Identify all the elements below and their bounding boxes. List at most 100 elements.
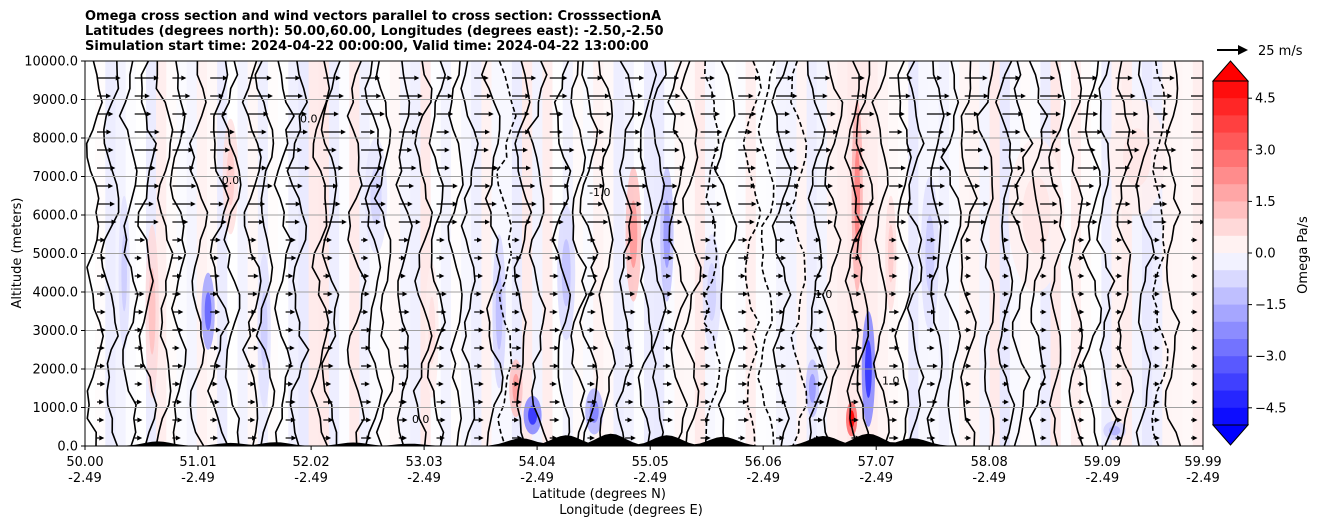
wind-vector-head <box>214 399 220 405</box>
wind-vector-head <box>781 255 787 261</box>
wind-vector-head <box>328 309 334 315</box>
wind-vector-head <box>644 219 650 225</box>
wind-vector-head <box>1079 255 1085 261</box>
y-axis: 0.0 1000.0 2000.0 3000.0 4000.0 5000.0 6000.0 7… <box>24 55 85 455</box>
wind-vector-head <box>326 237 332 243</box>
wind-vector-head <box>441 327 447 333</box>
wind-vector-head <box>638 111 643 117</box>
colorbar-segment <box>1213 304 1248 323</box>
wind-vector-head <box>627 255 633 261</box>
wind-vector-head <box>907 147 913 153</box>
contour-line-negative <box>702 61 721 446</box>
wind-vector-head <box>590 237 596 243</box>
wind-vector-head <box>668 237 674 243</box>
wind-vector-head <box>741 309 747 315</box>
wind-vector-head <box>743 291 748 297</box>
wind-vector-head <box>1154 273 1160 279</box>
wind-vector-head <box>1003 327 1009 333</box>
wind-vector-head <box>1117 237 1123 243</box>
wind-vector-head <box>252 435 258 441</box>
wind-vector-head <box>400 273 406 279</box>
wind-vector-head <box>589 327 595 333</box>
wind-vector-head <box>251 363 256 369</box>
wind-vector-head <box>897 129 903 135</box>
wind-vector-head <box>553 363 559 369</box>
wind-vector-head <box>862 93 868 99</box>
contour-label: 1.0 <box>815 288 833 301</box>
wind-vector-head <box>137 399 142 405</box>
wind-vector-head <box>1079 237 1085 243</box>
wind-vector-head <box>1117 309 1123 315</box>
wind-vector-head <box>636 201 642 207</box>
wind-vector-head <box>743 327 749 333</box>
wind-vector-head <box>479 309 485 315</box>
wind-vector-head <box>1003 273 1009 279</box>
wind-vector-head <box>1205 166 1210 171</box>
wind-vector-head <box>1125 165 1130 171</box>
wind-vector-head <box>153 147 159 153</box>
wind-vector-head <box>409 183 414 189</box>
wind-vector-head <box>668 399 674 405</box>
wind-vector-head <box>1041 273 1047 279</box>
wind-vector-head <box>1117 291 1123 297</box>
wind-vector-head <box>1154 327 1160 333</box>
wind-vector-head <box>628 399 634 405</box>
x-tick-label-lat: 50.00 <box>66 455 103 470</box>
wind-vector-head <box>630 435 636 441</box>
wind-vector-head <box>333 111 339 117</box>
wind-vector-head <box>1127 219 1133 225</box>
wind-vector-head <box>478 399 484 405</box>
wind-vector-head <box>1055 111 1061 117</box>
wind-vector-head <box>1154 363 1160 369</box>
wind-vector-head <box>563 201 569 207</box>
wind-vector-head <box>630 291 636 297</box>
wind-vector-head <box>944 219 950 225</box>
wind-vector-head <box>1125 201 1131 207</box>
wind-vector-head <box>328 417 334 423</box>
x-axis-label-lon: Longitude (degrees E) <box>559 503 703 518</box>
colorbar-segment <box>1213 149 1248 168</box>
wind-vector-head <box>792 93 798 99</box>
wind-vector-head <box>1052 129 1058 135</box>
wind-vector-head <box>137 327 143 333</box>
wind-vector-head <box>411 165 417 171</box>
wind-vector-head <box>137 273 143 279</box>
wind-vector-head <box>627 273 633 279</box>
wind-vector-head <box>637 147 643 153</box>
wind-vector-head <box>215 327 221 333</box>
wind-vector-head <box>1092 219 1098 225</box>
wind-vector-head <box>335 201 341 207</box>
wind-vector-head <box>893 435 899 441</box>
wind-vector-head <box>215 309 221 315</box>
y-tick-label: 6000.0 <box>33 209 79 224</box>
wind-vector-head <box>892 273 898 279</box>
wind-vector-head <box>598 201 604 207</box>
wind-vector-head <box>250 381 256 387</box>
wind-vector-head <box>818 345 824 351</box>
wind-vector-head <box>551 237 557 243</box>
colorbar-segment <box>1213 184 1248 202</box>
wind-vector-head <box>288 291 294 297</box>
wind-vector-head <box>417 93 423 99</box>
wind-vector-head <box>929 273 935 279</box>
wind-vector-head <box>331 147 337 153</box>
wind-vector-head <box>564 183 570 189</box>
wind-vector-head <box>483 75 489 81</box>
wind-vector-head <box>266 75 272 81</box>
colorbar-segment <box>1213 167 1248 185</box>
wind-vector-head <box>177 237 183 243</box>
wind-vector-head <box>485 129 490 135</box>
wind-vector-head <box>177 273 182 279</box>
wind-vector-head <box>341 219 347 225</box>
wind-vector-head <box>714 165 719 171</box>
wind-vector-head <box>569 147 575 153</box>
wind-vector-head <box>966 327 972 333</box>
wind-vector-head <box>894 309 900 315</box>
wind-vector-head <box>447 93 453 99</box>
wind-vector-head <box>379 147 384 153</box>
x-tick-label-lat: 57.07 <box>858 455 895 470</box>
wind-vector-head <box>830 111 836 117</box>
wind-vector-head <box>1003 291 1009 297</box>
wind-vector-head <box>781 363 787 369</box>
wind-vector-head <box>1134 147 1140 153</box>
